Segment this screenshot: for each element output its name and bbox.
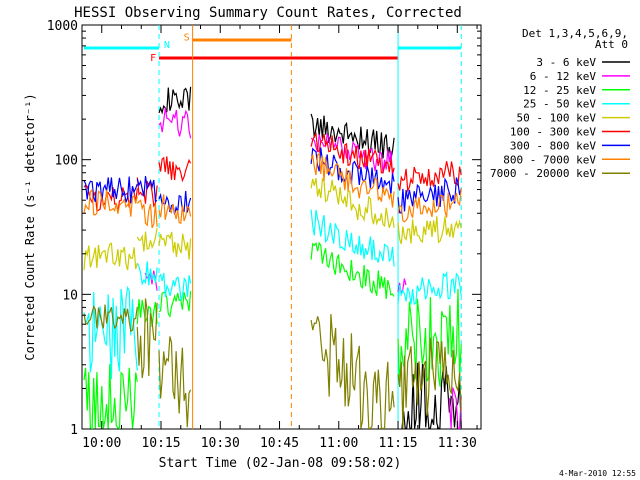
- series-segment: [310, 152, 395, 208]
- series-segment: [158, 156, 192, 183]
- chart-title: HESSI Observing Summary Count Rates, Cor…: [74, 5, 462, 21]
- legend-entry-label: 100 - 300 keV: [510, 126, 596, 139]
- x-tick-label: 10:15: [141, 436, 180, 451]
- flag-letter-f: F: [150, 53, 156, 64]
- series-segment: [397, 177, 462, 214]
- legend-entry-label: 12 - 25 keV: [523, 84, 596, 97]
- series-800-7000-kev: [83, 152, 462, 229]
- x-axis-label: Start Time (02-Jan-08 09:58:02): [159, 456, 402, 471]
- series-segment: [397, 216, 462, 245]
- series-segment: [158, 272, 192, 301]
- plot-area: [81, 24, 482, 430]
- series-segment: [83, 364, 138, 430]
- series-segment: [158, 107, 192, 139]
- series-12-25-kev: [83, 241, 462, 430]
- series-segment: [310, 314, 395, 429]
- legend-entry-label: 50 - 100 keV: [517, 112, 597, 125]
- series-segment: [310, 132, 395, 174]
- series-segment: [397, 188, 462, 223]
- y-tick-label: 100: [55, 154, 78, 169]
- series-segment: [397, 270, 462, 305]
- series-segment: [158, 336, 192, 428]
- x-tick-label: 11:15: [378, 436, 417, 451]
- legend-entry-label: 3 - 6 keV: [536, 56, 596, 69]
- x-tick-label: 10:30: [201, 436, 240, 451]
- x-tick-label: 11:00: [319, 436, 358, 451]
- observing-flags: FN S: [83, 33, 462, 64]
- series-segment: [397, 288, 462, 388]
- series-segment: [136, 176, 158, 203]
- series-segment: [83, 285, 138, 380]
- legend-entry-label: 300 - 800 keV: [510, 139, 596, 152]
- series-25-50-kev: [83, 209, 462, 380]
- series-segment: [83, 188, 138, 217]
- series-segment: [397, 161, 462, 194]
- legend-entry-label: 800 - 7000 keV: [503, 153, 596, 166]
- series-segment: [136, 227, 158, 252]
- x-tick-label: 11:30: [438, 436, 477, 451]
- series-segment: [310, 241, 395, 300]
- series-segment: [83, 242, 138, 271]
- series-segment: [136, 177, 158, 208]
- series-300-800-kev: [83, 147, 462, 215]
- series-50-100-kev: [83, 177, 462, 271]
- legend-entry-label: 6 - 12 keV: [530, 70, 597, 83]
- series-segment: [158, 194, 192, 225]
- y-tick-label: 10: [62, 288, 78, 303]
- legend-entry-label: 25 - 50 keV: [523, 98, 596, 111]
- series-segment: [158, 86, 192, 115]
- series-segment: [397, 337, 462, 429]
- x-tick-label: 10:00: [82, 436, 121, 451]
- series-segment: [83, 304, 138, 333]
- series-segment: [310, 177, 395, 228]
- legend-header-line: Det 1,3,4,5,6,9,: [522, 27, 628, 40]
- series-segment: [83, 176, 138, 204]
- axes-layer: 10:00 10:15 10:30 10:45 11:00 11:15 11:30 1 10 10…: [47, 19, 481, 451]
- series-segment: [158, 231, 192, 260]
- y-axis-label: Corrected Count Rate (s⁻¹ detector⁻¹): [23, 93, 37, 360]
- legend-entry-label: 7000 - 20000 keV: [490, 167, 596, 180]
- series-segment: [158, 291, 192, 318]
- y-tick-label: 1000: [47, 19, 78, 34]
- date-stamp: 4-Mar-2010 12:55: [559, 469, 636, 478]
- series-100-300-kev: [83, 132, 462, 212]
- plot-frame: [81, 24, 482, 430]
- series-segment: [136, 298, 158, 379]
- x-tick-label: 10:45: [260, 436, 299, 451]
- series-7000-20000-kev: [83, 298, 462, 429]
- series-segment: [448, 387, 462, 429]
- series-segment: [310, 209, 395, 267]
- series-layer: [83, 86, 462, 430]
- series-segment: [401, 362, 462, 429]
- y-tick-label: 1: [70, 423, 78, 438]
- flag-letter-s: S: [184, 33, 190, 44]
- legend-header-line: Att 0: [595, 38, 628, 51]
- flag-letter-n: N: [164, 40, 170, 51]
- series-segment: [136, 199, 158, 229]
- series-segment: [136, 261, 158, 286]
